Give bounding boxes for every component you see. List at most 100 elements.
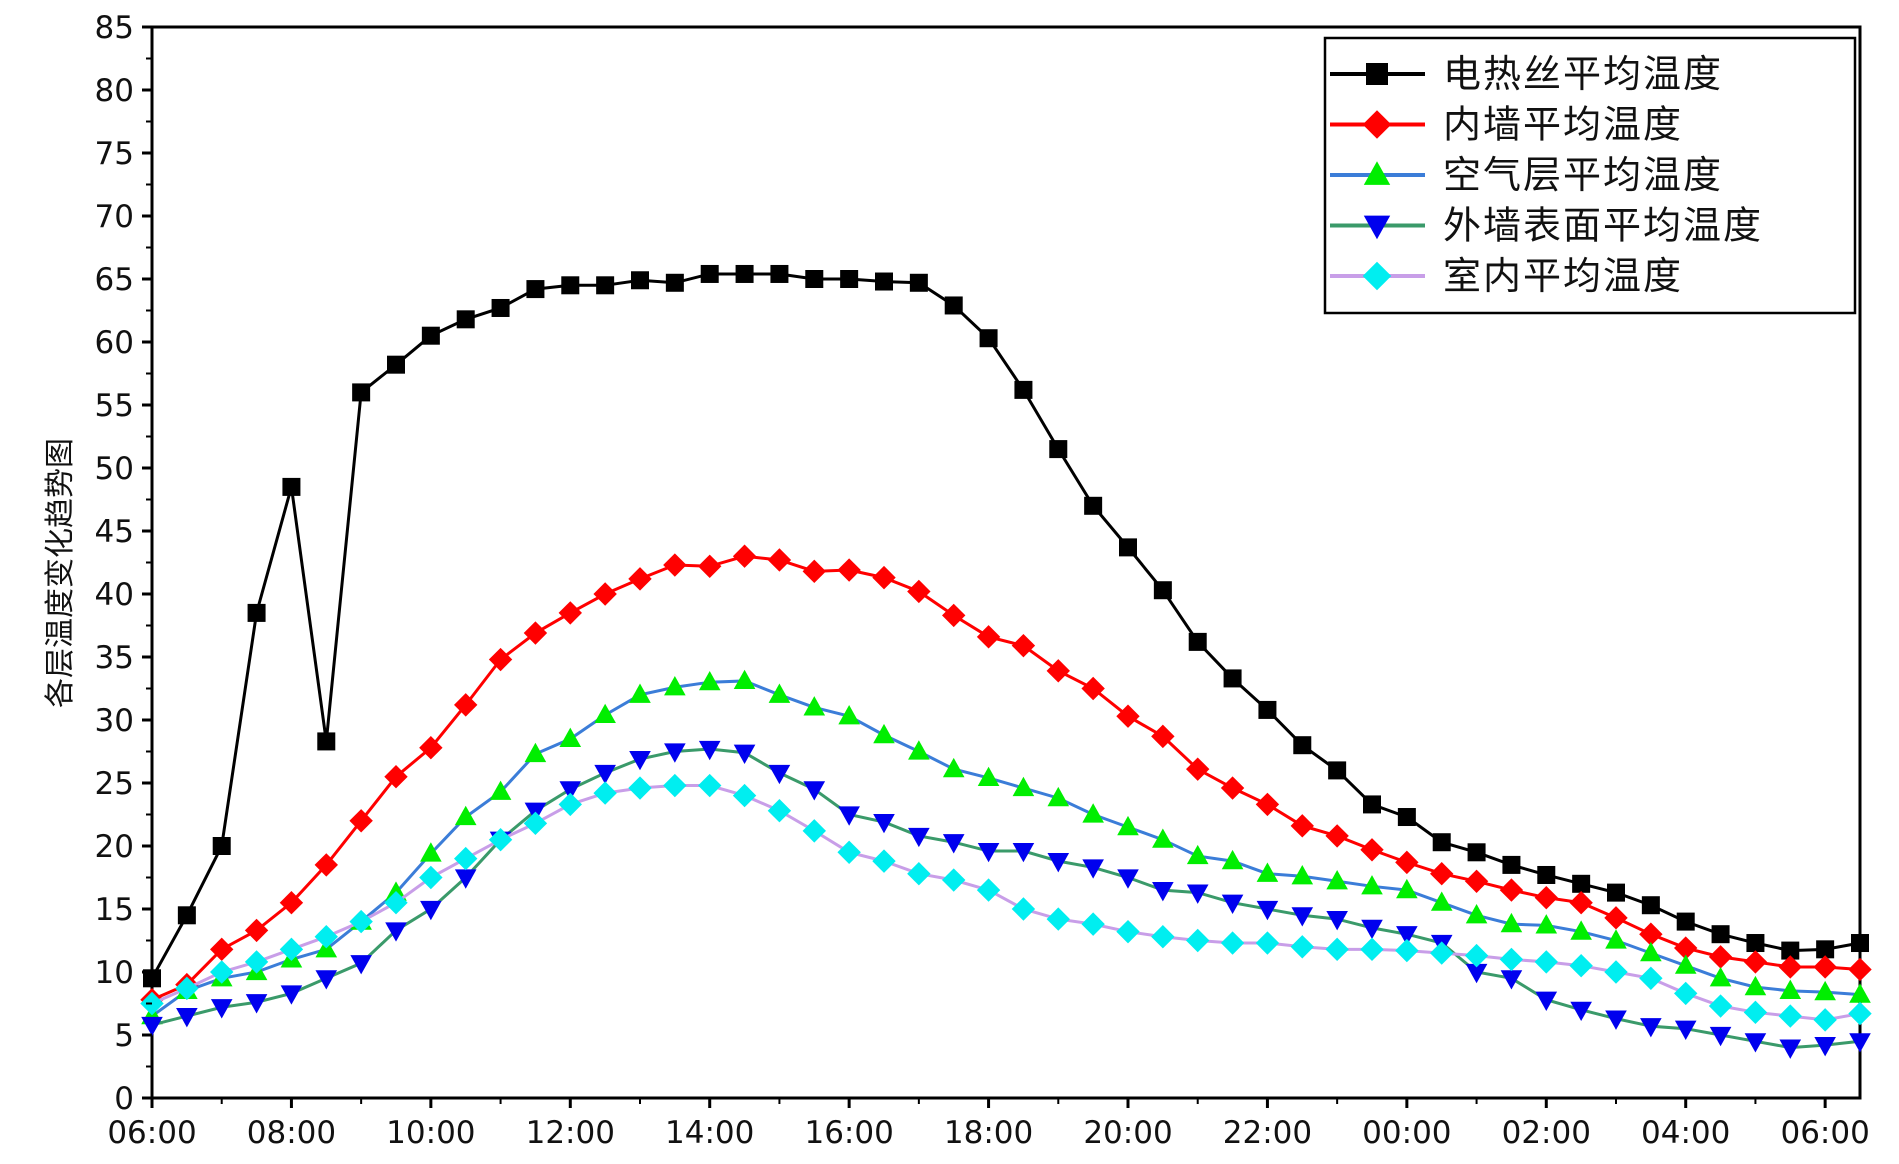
data-point [1814,980,1836,1001]
y-tick-label: 15 [95,892,134,928]
data-point [700,264,719,283]
data-point [1604,960,1628,984]
data-point [1604,906,1628,930]
data-point [177,906,196,925]
data-point [1290,814,1314,838]
data-point [1221,894,1244,914]
data-point [526,280,545,299]
y-tick-label: 60 [95,325,134,361]
data-point [1711,925,1730,944]
data-point [908,740,930,760]
data-point [698,773,722,798]
data-point [942,834,965,854]
data-point [1499,878,1524,902]
legend-marker [1363,161,1391,185]
y-axis-title: 各层温度变化趋势图 [43,438,78,708]
data-point [1674,1020,1697,1040]
x-tick-label: 02:00 [1502,1115,1591,1151]
data-point [805,270,824,288]
data-point [349,909,373,934]
data-point [1499,947,1524,972]
y-tick-label: 40 [95,577,134,613]
series-2 [140,544,1872,1012]
data-point [1220,776,1245,800]
series-line [151,554,1861,1002]
data-point [838,704,860,725]
data-point [1465,963,1488,984]
data-point [280,985,303,1005]
data-point [210,999,233,1019]
data-point [1012,776,1035,797]
data-point [1639,966,1663,990]
data-point [384,891,408,915]
data-point [454,693,478,717]
data-point [1708,945,1733,969]
data-point [279,937,304,962]
data-point [1186,928,1210,953]
data-point [559,781,582,801]
data-point [384,765,408,789]
data-point [1849,1033,1871,1053]
data-point [732,783,757,808]
y-tick-label: 45 [95,514,134,550]
data-point [282,477,301,496]
data-point [1465,904,1488,924]
data-point [1851,934,1869,953]
legend-label: 室内平均温度 [1443,254,1683,298]
data-point [1152,828,1174,848]
data-point [1011,897,1036,921]
data-point [1779,1039,1802,1059]
data-point [212,837,231,855]
y-tick-label: 80 [95,73,134,109]
data-point [489,780,512,800]
x-tick-label: 10:00 [386,1115,475,1151]
data-point [1534,950,1558,974]
data-point [1188,632,1207,651]
y-tick-label: 75 [95,136,134,172]
legend-label: 电热丝平均温度 [1443,52,1723,96]
y-tick-label: 70 [95,199,134,235]
data-point [1395,850,1419,875]
y-tick-label: 20 [95,829,134,865]
data-point [1011,633,1036,658]
data-point [454,869,477,889]
data-point [767,548,792,572]
legend-marker [1363,215,1391,240]
data-point [1081,912,1105,936]
data-point [872,849,896,873]
data-point [944,296,963,315]
series-line [150,272,1861,980]
data-point [1535,914,1558,934]
data-point [1709,967,1732,987]
y-tick-label: 55 [95,388,134,424]
data-point [942,868,966,892]
data-point [1848,957,1872,982]
data-point [1814,1036,1836,1057]
data-point [1500,970,1523,990]
data-point [1151,925,1175,949]
data-point [596,276,615,295]
legend-label: 外墙表面平均温度 [1443,204,1763,248]
data-point [1117,869,1139,889]
y-tick-label: 0 [114,1081,134,1117]
data-point [456,310,475,329]
y-tick-label: 25 [95,766,134,802]
x-tick-label: 14:00 [665,1115,754,1151]
data-point [559,727,582,747]
data-point [908,827,930,848]
data-point [594,703,616,724]
data-point [1012,842,1035,863]
data-point [1325,937,1349,962]
data-point [907,862,931,886]
y-tick-label: 35 [95,640,134,676]
data-point [1258,700,1277,719]
data-point [873,723,895,744]
data-point [1570,920,1592,940]
data-point [1290,935,1314,959]
axes: 0 5 10 15 20 25 30 35 40 45 50 55 60 65 70 75 80 85 06:00 0… [95,10,1870,1151]
data-point [768,683,791,703]
legend-marker [1362,110,1392,139]
data-point [245,994,268,1014]
data-point [1674,936,1698,960]
